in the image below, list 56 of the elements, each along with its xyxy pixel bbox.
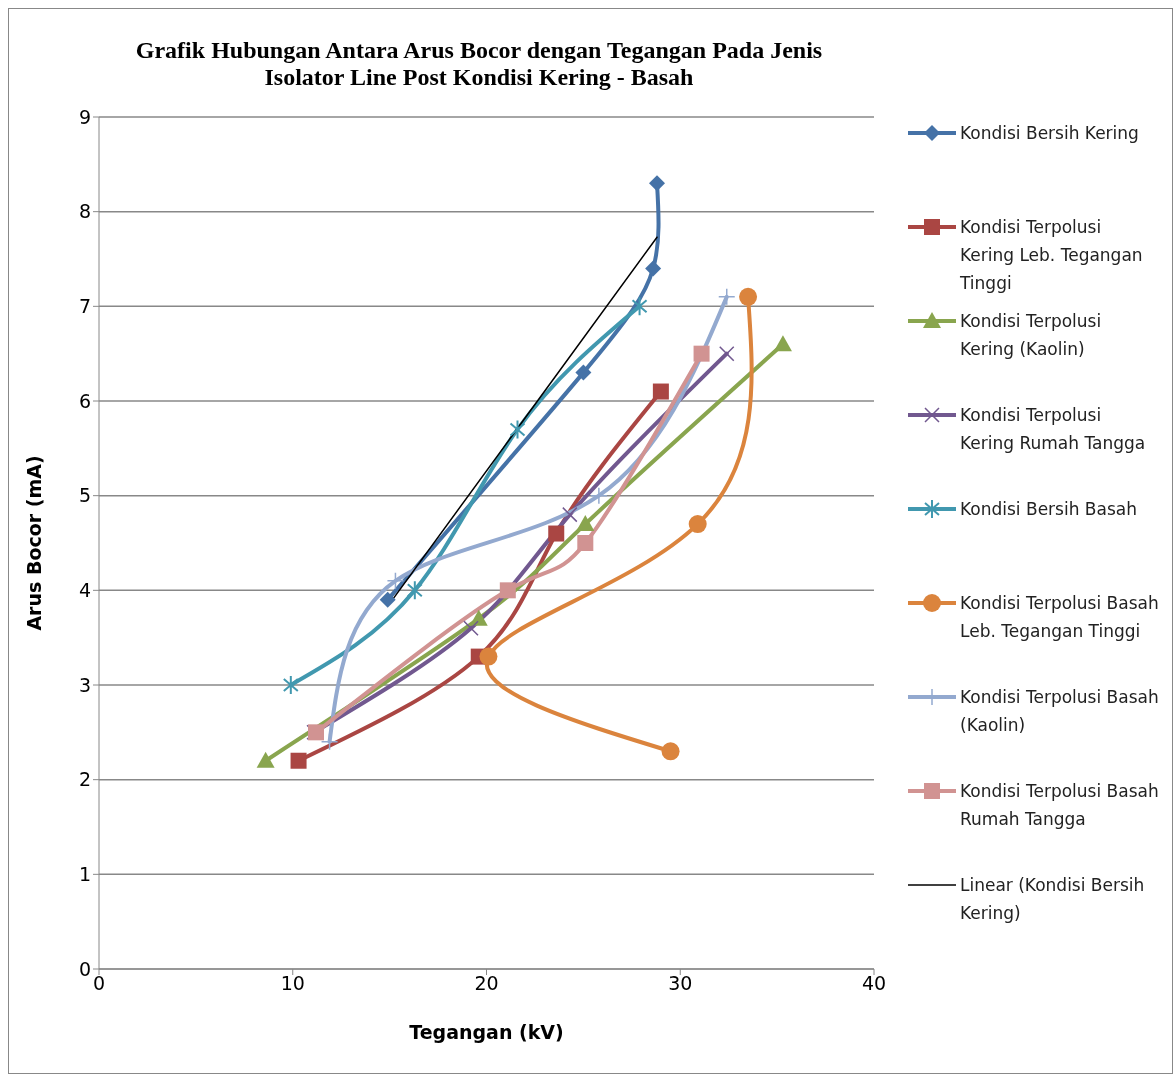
point xyxy=(718,288,736,306)
point xyxy=(379,591,396,608)
y-tick-label: 5 xyxy=(78,484,91,507)
point xyxy=(576,515,595,532)
x-tick-label: 0 xyxy=(92,972,106,995)
x-tick-label: 30 xyxy=(668,972,693,995)
y-tick-label: 3 xyxy=(78,673,91,696)
point xyxy=(386,572,405,590)
point xyxy=(469,609,488,626)
point xyxy=(652,383,669,400)
legend-label: Kondisi Bersih Basah xyxy=(960,498,1138,521)
chart-title: Grafik Hubungan Antara Arus Bocor dengan Tegangan Pada Jenis Isolator Line Post Kondisi Kering - Basah xyxy=(134,37,824,91)
point xyxy=(509,419,526,440)
legend-label: Kondisi Terpolusi Kering Leb. Tegangan Tinggi xyxy=(960,216,1144,295)
point xyxy=(645,260,662,277)
x-axis-title: Tegangan (kV) xyxy=(409,1021,564,1043)
y-tick-label: 4 xyxy=(78,579,91,602)
point xyxy=(479,647,498,666)
point xyxy=(739,287,758,306)
point xyxy=(562,506,578,523)
y-tick-label: 0 xyxy=(78,957,91,980)
legend-label: Kondisi Terpolusi Kering Rumah Tangga xyxy=(960,404,1147,455)
point xyxy=(631,296,648,317)
point xyxy=(773,335,792,352)
legend-label: Linear (Kondisi Bersih Kering) xyxy=(960,874,1146,925)
point xyxy=(719,345,735,362)
y-tick-label: 7 xyxy=(78,295,91,318)
point xyxy=(693,345,710,362)
y-tick-label: 1 xyxy=(78,863,91,886)
point xyxy=(320,733,339,751)
point xyxy=(649,175,665,192)
point xyxy=(548,525,565,542)
legend-label: Kondisi Terpolusi Basah (Kaolin) xyxy=(960,686,1160,737)
legend-label: Kondisi Terpolusi Basah Rumah Tangga xyxy=(960,780,1160,831)
point xyxy=(688,515,707,534)
legend-label: Kondisi Terpolusi Basah Leb. Tegangan Tinggi xyxy=(960,592,1160,643)
y-tick-label: 9 xyxy=(78,105,91,128)
point xyxy=(661,742,680,761)
x-tick-label: 40 xyxy=(861,972,887,995)
y-tick-label: 6 xyxy=(78,389,91,412)
point xyxy=(577,535,594,551)
legend-label: Kondisi Terpolusi Kering (Kaolin) xyxy=(960,310,1103,361)
point xyxy=(290,752,307,769)
legend-label: Kondisi Bersih Kering xyxy=(960,122,1140,145)
y-tick-label: 2 xyxy=(78,768,91,791)
point xyxy=(463,620,479,636)
y-axis-title: Arus Bocor (mA) xyxy=(22,455,45,631)
y-tick-label: 8 xyxy=(78,200,91,223)
point xyxy=(575,364,592,381)
point xyxy=(406,580,423,601)
point xyxy=(499,582,516,599)
point xyxy=(590,486,608,505)
x-tick-label: 20 xyxy=(474,972,499,995)
x-tick-label: 10 xyxy=(280,972,305,995)
point xyxy=(256,751,275,768)
point xyxy=(282,675,299,695)
